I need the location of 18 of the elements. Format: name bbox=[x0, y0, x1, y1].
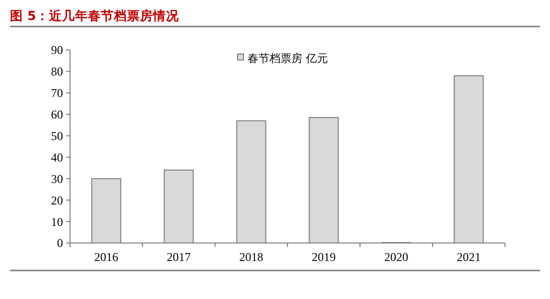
chart-title: 图 5：近几年春节档票房情况 bbox=[10, 8, 180, 23]
y-tick-label: 20 bbox=[51, 193, 63, 208]
y-tick-label: 40 bbox=[51, 150, 63, 164]
x-tick-label: 2016 bbox=[94, 250, 118, 264]
x-tick-label: 2018 bbox=[239, 250, 264, 264]
y-tick-label: 90 bbox=[51, 43, 63, 58]
x-tick-label: 2020 bbox=[384, 250, 408, 264]
x-tick-label: 2017 bbox=[166, 250, 191, 264]
y-tick-label: 80 bbox=[51, 64, 63, 79]
y-tick-label: 10 bbox=[51, 214, 63, 229]
y-tick-label: 70 bbox=[51, 86, 63, 100]
y-tick-label: 30 bbox=[51, 172, 63, 186]
x-tick-label: 2021 bbox=[456, 250, 481, 264]
y-tick-label: 60 bbox=[51, 108, 63, 122]
legend-label: 春节档票房 亿元 bbox=[248, 52, 328, 65]
y-tick-label: 50 bbox=[51, 128, 63, 143]
x-tick-label: 2019 bbox=[312, 250, 336, 264]
y-tick-label: 0 bbox=[57, 236, 63, 250]
